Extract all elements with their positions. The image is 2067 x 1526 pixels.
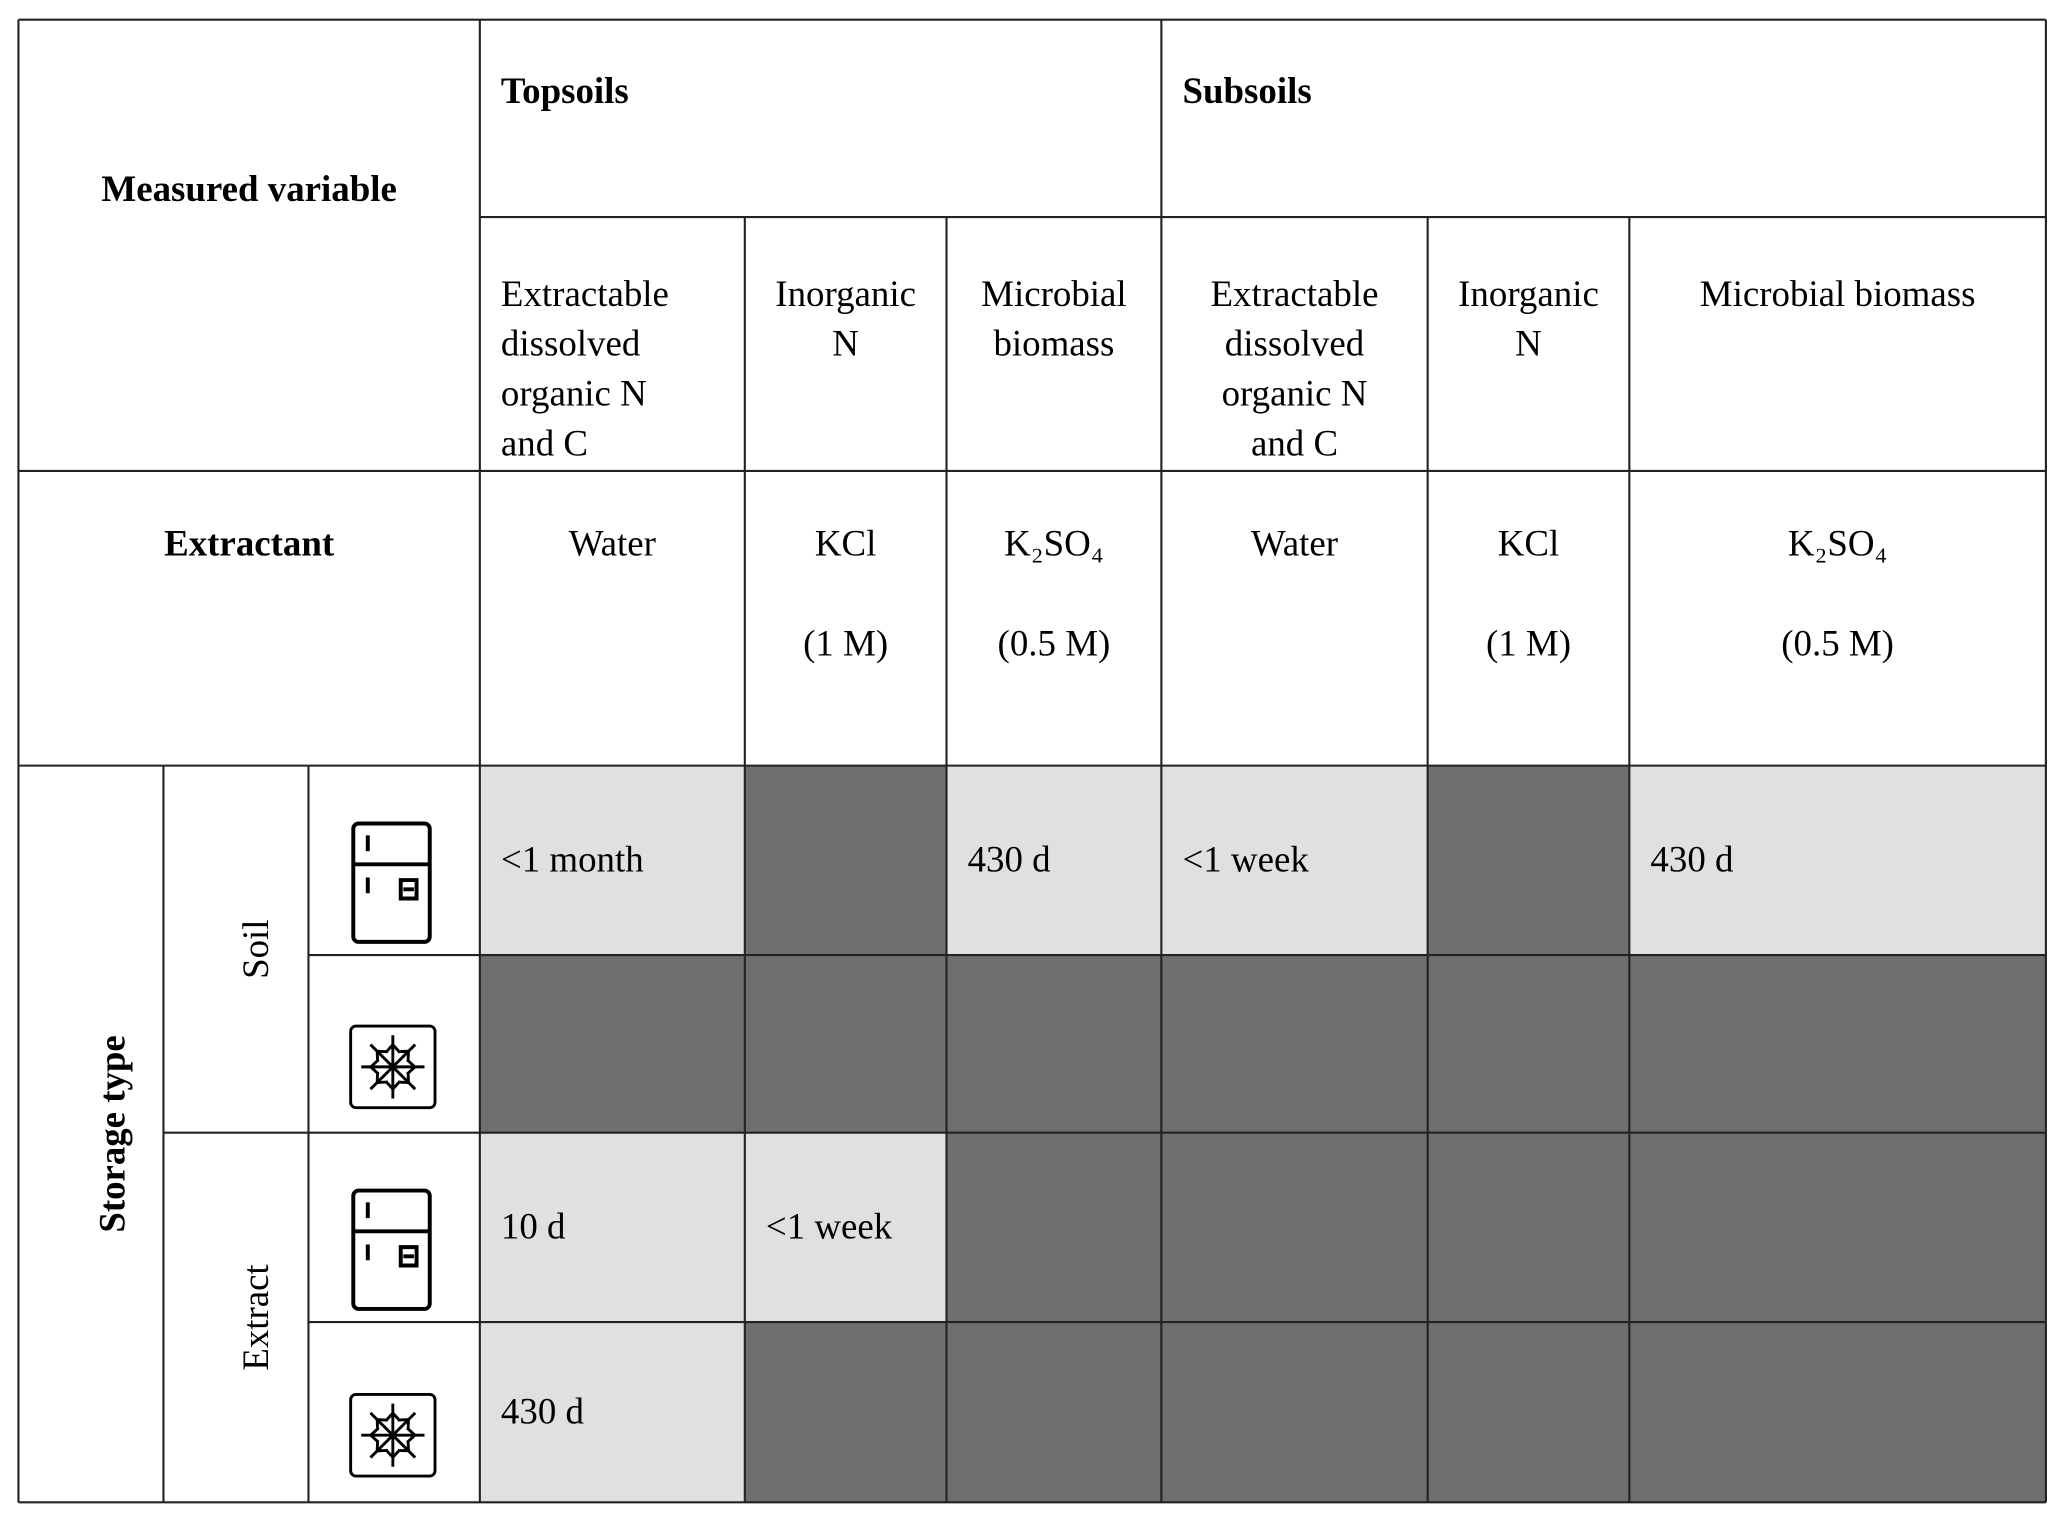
storage-group: Extract	[235, 1264, 276, 1371]
variable-header: Inorganic	[1458, 273, 1599, 314]
variable-header: Inorganic	[775, 273, 916, 314]
extractant: K₂SO₄	[1788, 523, 1888, 564]
cell-value: <1 week	[1182, 838, 1309, 879]
snowflake-shape	[349, 1393, 437, 1478]
na-cell	[946, 1132, 1162, 1323]
variable-header: Microbial biomass	[1700, 273, 1976, 314]
na-cell	[1161, 1322, 1428, 1503]
variable-header: and C	[501, 423, 588, 464]
na-cell	[744, 955, 947, 1133]
variable-header: dissolved	[1225, 323, 1364, 364]
freezer-icon	[349, 1393, 437, 1478]
na-cell	[946, 1322, 1162, 1503]
extractant: KCl	[815, 523, 877, 564]
variable-header: organic N	[1222, 373, 1368, 414]
corner-label: Measured variable	[101, 168, 396, 209]
variable-header: N	[1515, 323, 1542, 364]
variable-header: dissolved	[501, 323, 640, 364]
fridge-shape	[351, 821, 432, 944]
storage-label: Storage type	[91, 1035, 132, 1232]
value-cell	[1629, 765, 2046, 956]
extractant: Water	[1251, 523, 1338, 564]
cell-value: 430 d	[968, 838, 1051, 879]
na-cell	[1629, 955, 2046, 1133]
na-cell	[1427, 955, 1630, 1133]
value-cell	[479, 765, 745, 956]
variable-header: N	[832, 323, 859, 364]
cell-value: 430 d	[1650, 838, 1733, 879]
extractant: (0.5 M)	[1781, 623, 1894, 665]
na-cell	[1161, 955, 1428, 1133]
variable-header: Extractable	[501, 273, 669, 314]
na-cell	[1629, 1322, 2046, 1503]
extractant: (0.5 M)	[998, 623, 1111, 665]
cell-value: 430 d	[501, 1390, 584, 1431]
extractant: K₂SO₄	[1004, 523, 1104, 564]
fridge-icon	[351, 821, 432, 944]
variable-header: biomass	[993, 323, 1114, 364]
snowflake-shape	[349, 1024, 437, 1110]
variable-header: organic N	[501, 373, 647, 414]
na-cell	[744, 1322, 947, 1503]
extractant: (1 M)	[1486, 623, 1571, 665]
variable-header: and C	[1251, 423, 1338, 464]
grid	[17, 18, 2047, 1504]
value-cell	[1161, 765, 1428, 956]
na-cell	[479, 955, 745, 1133]
value-cell	[744, 1132, 947, 1323]
icons	[349, 821, 437, 1478]
na-cell	[744, 765, 947, 956]
storage-group: Soil	[235, 919, 276, 978]
na-cell	[1161, 1132, 1428, 1323]
group-header: Topsoils	[501, 70, 629, 111]
fridge-shape	[351, 1188, 432, 1311]
group-header: Subsoils	[1182, 70, 1311, 111]
cell-value: <1 month	[501, 838, 644, 879]
na-cell	[1427, 1132, 1630, 1323]
extractant: KCl	[1498, 523, 1560, 564]
variable-header: Microbial	[981, 273, 1127, 314]
variable-header: Extractable	[1211, 273, 1379, 314]
extractant: Water	[569, 523, 656, 564]
cell-value: <1 week	[766, 1206, 893, 1247]
na-cell	[1427, 765, 1630, 956]
fridge-icon	[351, 1188, 432, 1311]
na-cell	[1427, 1322, 1630, 1503]
texts: <1 month 430 d <1 week 430 d 10 d <1 week 430 …	[91, 70, 1975, 1431]
freezer-icon	[349, 1024, 437, 1110]
na-cell	[1629, 1132, 2046, 1323]
extractant: (1 M)	[803, 623, 888, 665]
cell-value: 10 d	[501, 1206, 566, 1247]
na-cell	[946, 955, 1162, 1133]
value-cell	[946, 765, 1162, 956]
value-cell	[479, 1322, 745, 1503]
cells	[479, 765, 2046, 1503]
extractant-label: Extractant	[164, 523, 335, 564]
value-cell	[479, 1132, 745, 1323]
